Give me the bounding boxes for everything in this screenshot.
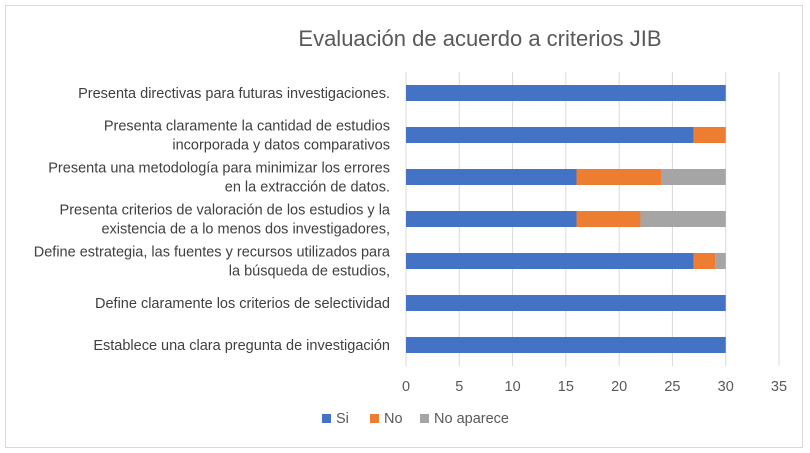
x-tick-label: 0 xyxy=(402,379,410,395)
bar-segment-no xyxy=(693,127,726,143)
legend-label: Si xyxy=(336,411,349,427)
category-label: Establece una clara pregunta de investig… xyxy=(93,338,390,354)
chart-title: Evaluación de acuerdo a criterios JIB xyxy=(298,26,661,51)
bar-segment-no xyxy=(693,253,716,269)
bar-segment-si xyxy=(406,253,694,269)
x-tick-label: 35 xyxy=(771,379,787,395)
category-label: Presenta claramente la cantidad de estud… xyxy=(104,119,390,135)
x-tick-label: 10 xyxy=(505,379,521,395)
category-label: existencia de a lo menos dos investigado… xyxy=(101,222,390,238)
legend-swatch xyxy=(370,414,379,423)
category-label: Presenta criterios de valoración de los … xyxy=(60,203,391,219)
bar-segment-no-aparece xyxy=(661,169,726,185)
bar-segment-si xyxy=(406,211,577,227)
legend-label: No aparece xyxy=(434,411,509,427)
bar-segment-no-aparece xyxy=(640,211,726,227)
bar-segment-no-aparece xyxy=(715,253,726,269)
x-tick-label: 25 xyxy=(664,379,680,395)
category-label: en la extracción de datos. xyxy=(225,180,390,196)
legend-label: No xyxy=(384,411,403,427)
bar-segment-si xyxy=(406,295,726,311)
x-tick-label: 15 xyxy=(558,379,574,395)
category-label: Define estrategia, las fuentes y recurso… xyxy=(34,245,391,261)
legend-swatch xyxy=(322,414,331,423)
bar-segment-si xyxy=(406,337,726,353)
legend-swatch xyxy=(420,414,429,423)
bars xyxy=(406,85,726,353)
legend: Si No No aparece xyxy=(322,411,509,427)
x-tick-label: 5 xyxy=(455,379,463,395)
x-axis-ticks: 0 5 10 15 20 25 30 35 xyxy=(402,379,787,395)
category-label: Presenta directivas para futuras investi… xyxy=(78,86,390,102)
category-label: incorporada y datos comparativos xyxy=(172,138,390,154)
bar-segment-si xyxy=(406,127,694,143)
category-label: Define claramente los criterios de selec… xyxy=(95,296,390,312)
category-label: Presenta una metodología para minimizar … xyxy=(48,161,390,177)
x-tick-label: 30 xyxy=(718,379,734,395)
bar-segment-si xyxy=(406,85,726,101)
category-labels: Presenta directivas para futuras investi… xyxy=(34,86,391,354)
x-tick-label: 20 xyxy=(611,379,627,395)
category-label: la búsqueda de estudios, xyxy=(229,264,390,280)
bar-segment-no xyxy=(576,169,662,185)
bar-segment-no xyxy=(576,211,641,227)
bar-segment-si xyxy=(406,169,577,185)
